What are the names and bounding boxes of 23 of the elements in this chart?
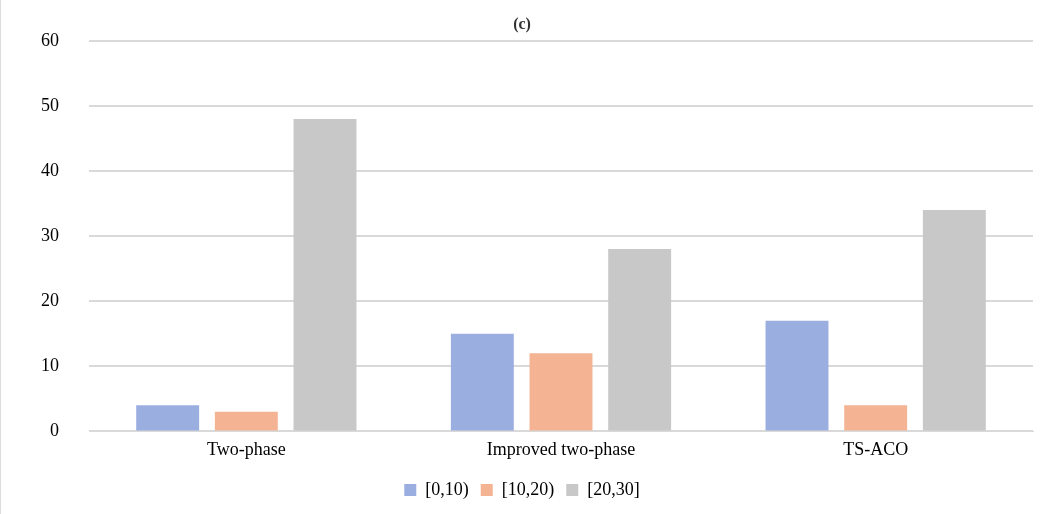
x-tick-label: Two-phase bbox=[206, 438, 286, 459]
bar bbox=[922, 210, 986, 431]
y-tick-label: 60 bbox=[41, 29, 59, 50]
y-tick-label: 10 bbox=[41, 355, 59, 376]
chart-title: (c) bbox=[513, 15, 531, 34]
y-tick-label: 30 bbox=[41, 224, 59, 245]
bar bbox=[214, 411, 278, 431]
x-tick-label: Improved two-phase bbox=[486, 438, 636, 459]
y-tick-label: 20 bbox=[41, 289, 59, 310]
bar bbox=[765, 320, 829, 431]
bar bbox=[136, 405, 200, 431]
legend-label: [10,20) bbox=[501, 478, 555, 500]
legend-label: [20,30] bbox=[587, 478, 640, 499]
y-tick-label: 40 bbox=[41, 159, 59, 180]
legend-label: [0,10) bbox=[425, 478, 469, 500]
x-tick-label: TS-ACO bbox=[843, 438, 909, 459]
bar bbox=[293, 118, 357, 431]
y-tick-label: 0 bbox=[50, 420, 59, 441]
y-tick-label: 50 bbox=[41, 94, 59, 115]
bar bbox=[844, 405, 908, 431]
bar bbox=[529, 353, 593, 431]
bar bbox=[608, 249, 672, 431]
bar bbox=[450, 333, 514, 431]
